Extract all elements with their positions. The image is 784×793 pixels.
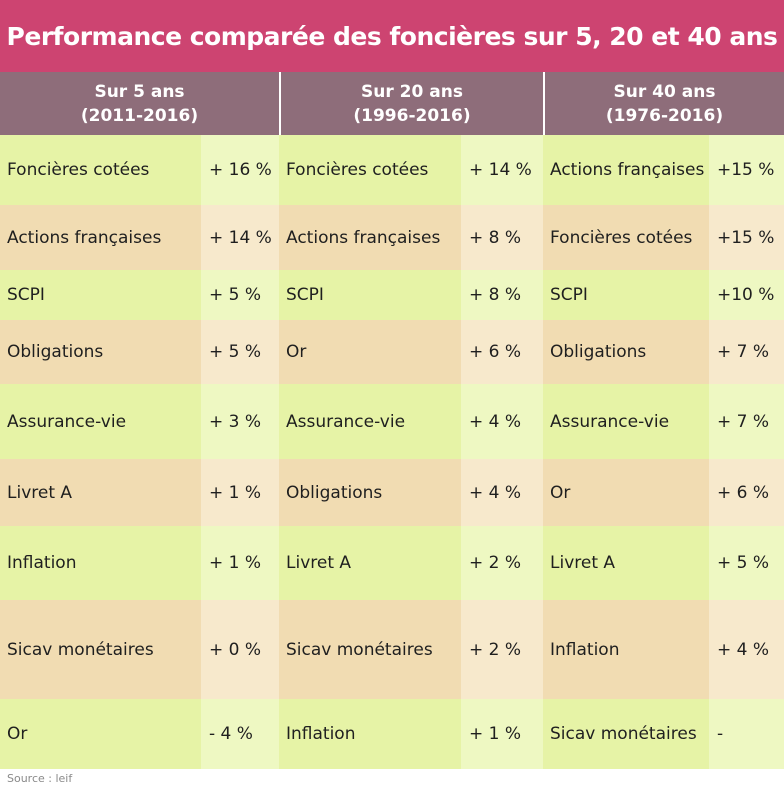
table-row: Sicav monétaires + 0 % Sicav monétaires … — [0, 600, 784, 699]
row-label: Or — [0, 699, 201, 769]
table-row: Actions françaises + 14 % Actions frança… — [0, 205, 784, 270]
row-label: Foncières cotées — [279, 135, 461, 205]
header-40-years-range: (1976-2016) — [605, 105, 724, 126]
row-label: Livret A — [0, 459, 201, 526]
row-label: SCPI — [0, 270, 201, 320]
row-value: +10 % — [709, 270, 784, 320]
row-value: + 2 % — [461, 600, 543, 699]
row-value: +15 % — [709, 135, 784, 205]
row-value: + 14 % — [201, 205, 279, 270]
row-value: + 4 % — [461, 459, 543, 526]
row-value: - — [709, 699, 784, 769]
row-value: + 7 % — [709, 320, 784, 384]
row-value: + 16 % — [201, 135, 279, 205]
table-header: Sur 5 ans (2011-2016) Sur 20 ans (1996-2… — [0, 72, 784, 135]
row-value: + 5 % — [201, 320, 279, 384]
row-value: + 2 % — [461, 526, 543, 600]
table-row: Obligations + 5 % Or + 6 % Obligations +… — [0, 320, 784, 384]
row-label: Livret A — [543, 526, 709, 600]
page-title: Performance comparée des foncières sur 5… — [0, 0, 784, 72]
performance-table: Foncières cotées + 16 % Foncières cotées… — [0, 135, 784, 769]
header-5-years-range: (2011-2016) — [80, 105, 199, 126]
row-value: + 7 % — [709, 384, 784, 459]
table-row: Assurance-vie + 3 % Assurance-vie + 4 % … — [0, 384, 784, 459]
row-label: Obligations — [0, 320, 201, 384]
header-40-years-name: Sur 40 ans — [613, 81, 716, 102]
row-value: + 6 % — [709, 459, 784, 526]
row-label: Sicav monétaires — [279, 600, 461, 699]
table-row: SCPI + 5 % SCPI + 8 % SCPI +10 % — [0, 270, 784, 320]
row-label: Sicav monétaires — [543, 699, 709, 769]
row-label: SCPI — [543, 270, 709, 320]
row-value: + 1 % — [461, 699, 543, 769]
table-row: Foncières cotées + 16 % Foncières cotées… — [0, 135, 784, 205]
row-label: SCPI — [279, 270, 461, 320]
row-label: Actions françaises — [543, 135, 709, 205]
header-20-years-range: (1996-2016) — [353, 105, 471, 126]
row-value: + 1 % — [201, 526, 279, 600]
row-value: + 1 % — [201, 459, 279, 526]
table-row: Inflation + 1 % Livret A + 2 % Livret A … — [0, 526, 784, 600]
header-5-years: Sur 5 ans (2011-2016) — [0, 72, 279, 135]
header-20-years-name: Sur 20 ans — [361, 81, 463, 102]
row-value: + 5 % — [201, 270, 279, 320]
row-label: Assurance-vie — [279, 384, 461, 459]
row-label: Inflation — [0, 526, 201, 600]
row-label: Foncières cotées — [0, 135, 201, 205]
row-label: Or — [543, 459, 709, 526]
title-text: Performance comparée des foncières sur 5… — [6, 21, 778, 51]
row-label: Inflation — [279, 699, 461, 769]
row-value: + 4 % — [709, 600, 784, 699]
table-row: Livret A + 1 % Obligations + 4 % Or + 6 … — [0, 459, 784, 526]
row-value: +15 % — [709, 205, 784, 270]
row-value: + 8 % — [461, 205, 543, 270]
row-value: + 14 % — [461, 135, 543, 205]
header-20-years: Sur 20 ans (1996-2016) — [279, 72, 543, 135]
row-value: - 4 % — [201, 699, 279, 769]
row-value: + 6 % — [461, 320, 543, 384]
row-value: + 5 % — [709, 526, 784, 600]
row-label: Inflation — [543, 600, 709, 699]
header-40-years: Sur 40 ans (1976-2016) — [543, 72, 784, 135]
row-label: Assurance-vie — [543, 384, 709, 459]
row-label: Or — [279, 320, 461, 384]
row-label: Actions françaises — [0, 205, 201, 270]
row-value: + 0 % — [201, 600, 279, 699]
table-row: Or - 4 % Inflation + 1 % Sicav monétaire… — [0, 699, 784, 769]
row-label: Actions françaises — [279, 205, 461, 270]
row-label: Obligations — [543, 320, 709, 384]
row-label: Sicav monétaires — [0, 600, 201, 699]
row-label: Obligations — [279, 459, 461, 526]
row-value: + 4 % — [461, 384, 543, 459]
source-note: Source : leif — [7, 772, 73, 785]
row-label: Assurance-vie — [0, 384, 201, 459]
row-label: Livret A — [279, 526, 461, 600]
header-5-years-name: Sur 5 ans — [94, 81, 185, 102]
row-label: Foncières cotées — [543, 205, 709, 270]
row-value: + 3 % — [201, 384, 279, 459]
row-value: + 8 % — [461, 270, 543, 320]
